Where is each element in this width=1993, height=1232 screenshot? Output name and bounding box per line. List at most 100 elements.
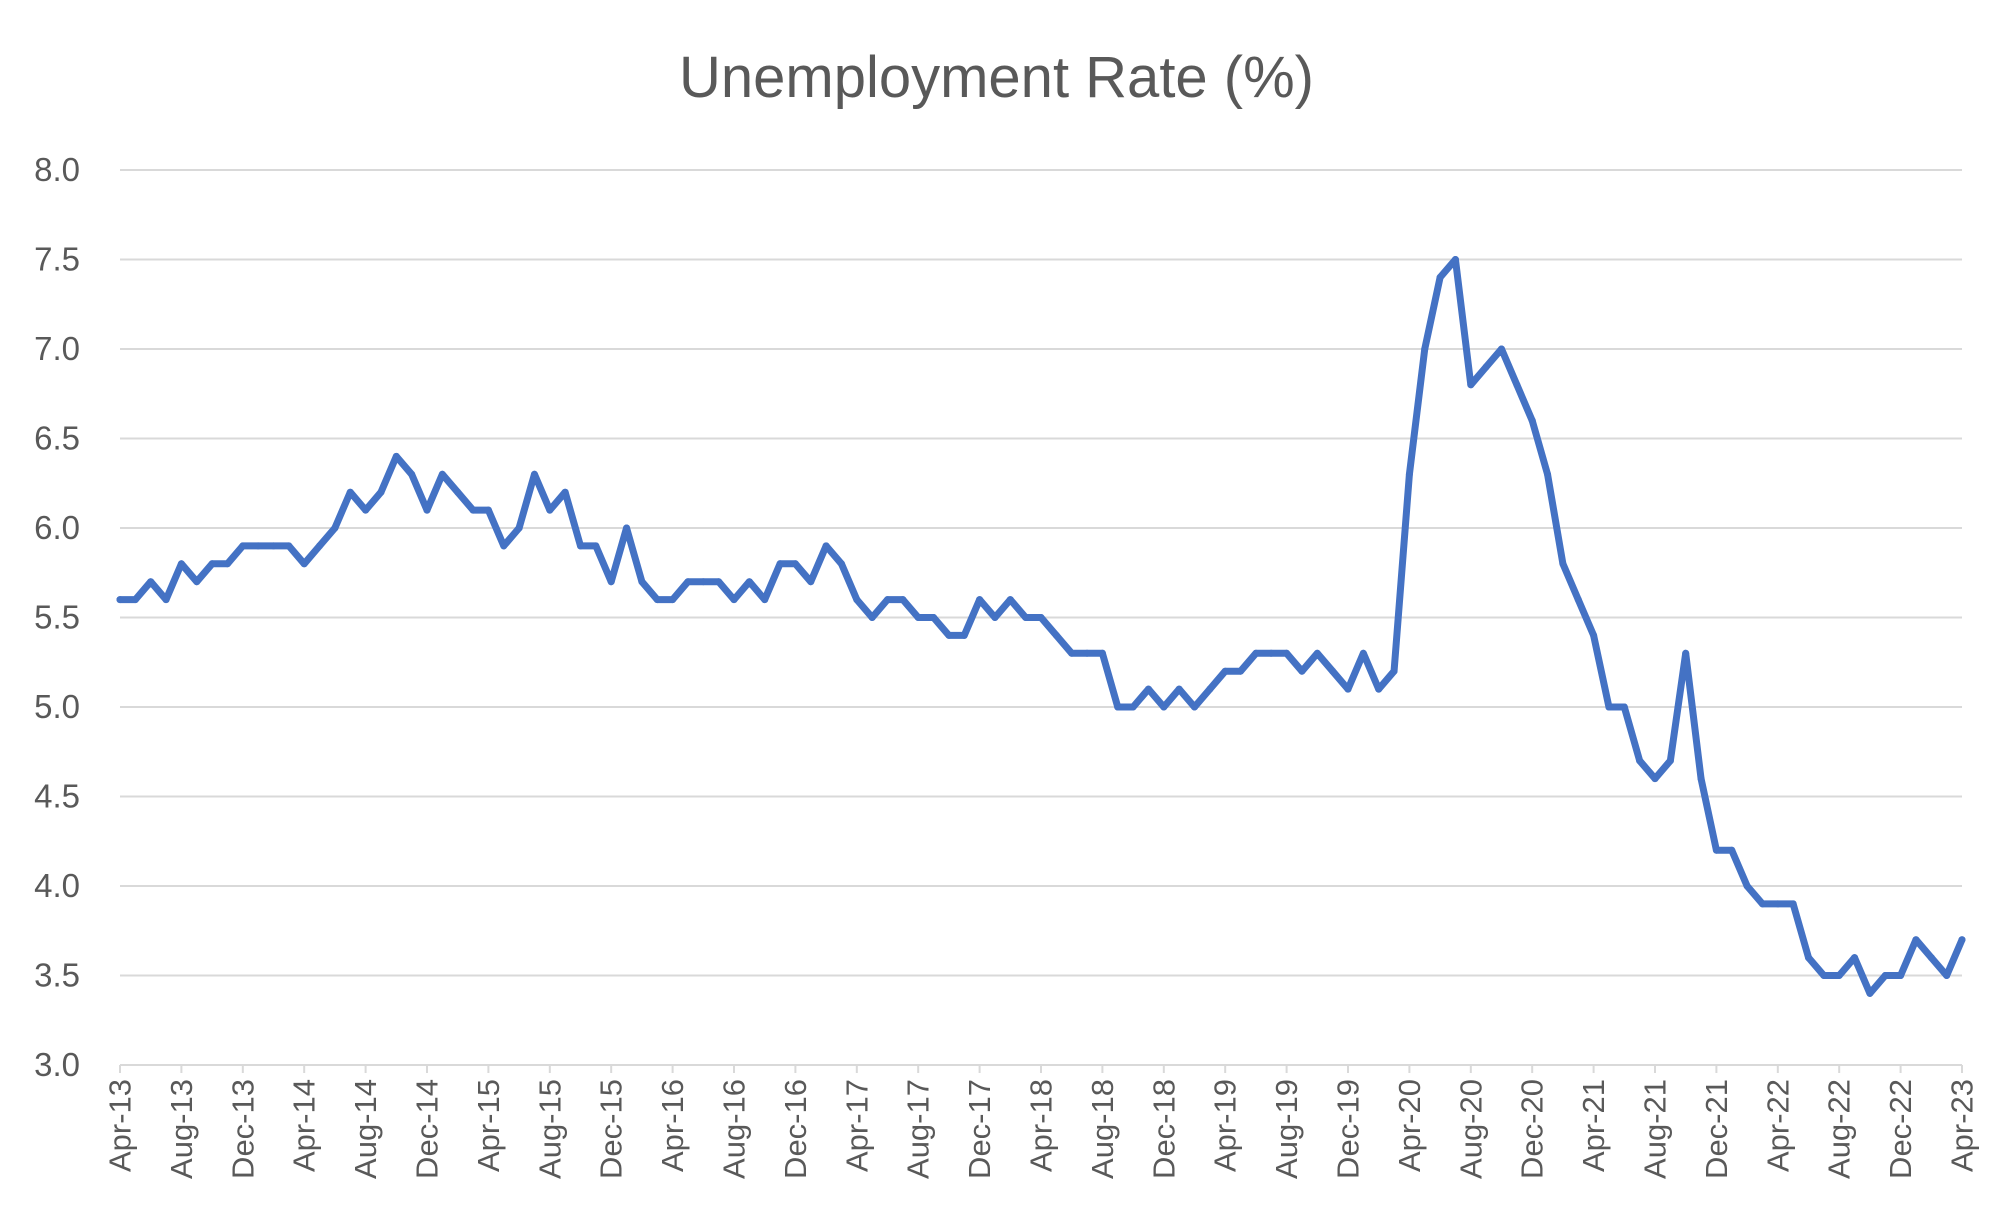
data-point xyxy=(715,578,723,586)
x-tick-label: Dec-15 xyxy=(594,1079,629,1179)
data-point xyxy=(1912,936,1920,944)
data-point xyxy=(1712,846,1720,854)
data-point xyxy=(1498,345,1505,353)
data-point xyxy=(346,488,354,496)
data-point xyxy=(1298,667,1306,675)
data-point xyxy=(1743,882,1751,890)
data-point xyxy=(1037,614,1045,621)
data-point xyxy=(300,560,308,568)
data-point xyxy=(1820,972,1828,979)
data-point xyxy=(745,578,753,586)
x-tick-label: Aug-17 xyxy=(901,1079,936,1179)
data-point xyxy=(1129,703,1137,711)
data-point xyxy=(991,614,999,621)
data-point xyxy=(285,542,293,550)
data-point xyxy=(1237,667,1245,675)
data-point xyxy=(1006,596,1014,604)
data-point xyxy=(1574,596,1582,604)
data-point xyxy=(1682,649,1690,657)
data-point xyxy=(362,506,370,514)
data-point xyxy=(837,560,845,568)
x-tick-label: Dec-19 xyxy=(1331,1079,1366,1179)
x-tick-label: Apr-20 xyxy=(1392,1079,1427,1172)
data-point xyxy=(561,488,569,496)
x-tick-label: Apr-21 xyxy=(1576,1079,1611,1172)
data-point xyxy=(469,506,477,514)
data-point xyxy=(1881,972,1889,979)
data-point xyxy=(776,560,784,568)
data-point xyxy=(1866,989,1874,997)
data-point xyxy=(147,578,155,586)
data-point xyxy=(930,614,938,621)
data-point xyxy=(1191,703,1198,711)
data-point xyxy=(1098,649,1106,657)
data-point xyxy=(638,578,646,586)
x-tick-label: Apr-23 xyxy=(1945,1079,1980,1172)
data-point xyxy=(162,596,170,604)
y-tick-label: 3.0 xyxy=(34,1046,80,1083)
data-point xyxy=(1206,685,1214,693)
data-point xyxy=(1421,345,1429,353)
data-point xyxy=(684,578,692,586)
data-point xyxy=(423,506,431,514)
x-tick-label: Aug-16 xyxy=(717,1079,752,1179)
data-point xyxy=(530,470,538,478)
x-tick-label: Dec-14 xyxy=(410,1079,445,1179)
data-point xyxy=(1513,381,1521,389)
x-tick-label: Aug-20 xyxy=(1453,1079,1488,1179)
data-point xyxy=(1774,900,1782,908)
data-point xyxy=(500,542,508,550)
data-point xyxy=(1651,775,1659,783)
series-line xyxy=(116,256,1966,997)
data-point xyxy=(1252,649,1260,657)
data-point xyxy=(1605,703,1613,711)
data-point xyxy=(853,596,861,604)
x-axis xyxy=(119,1064,1963,1073)
data-point xyxy=(316,542,324,550)
y-tick-label: 7.5 xyxy=(34,241,80,278)
data-point xyxy=(653,596,661,604)
data-point xyxy=(807,578,815,586)
data-point xyxy=(454,488,462,496)
data-point xyxy=(669,596,677,604)
x-tick-label: Dec-16 xyxy=(778,1079,813,1179)
data-point xyxy=(1313,649,1321,657)
data-point xyxy=(515,524,523,532)
y-tick-label: 6.0 xyxy=(34,509,80,546)
data-point xyxy=(1052,631,1060,639)
data-point xyxy=(1267,649,1275,657)
data-point xyxy=(1835,972,1843,979)
x-tick-label: Aug-19 xyxy=(1269,1079,1304,1179)
data-point xyxy=(239,542,247,550)
x-tick-label: Aug-21 xyxy=(1638,1079,1673,1179)
x-axis-tick-labels: Apr-13 Aug-13 Dec-13 Apr-14 Aug-14 Dec-14 Apr-… xyxy=(103,1079,1980,1179)
x-tick-label: Dec-17 xyxy=(962,1079,997,1179)
series-layer xyxy=(116,256,1966,997)
x-tick-label: Apr-19 xyxy=(1208,1079,1243,1172)
x-tick-label: Aug-18 xyxy=(1085,1079,1120,1179)
y-tick-label: 4.0 xyxy=(34,867,80,904)
data-point xyxy=(377,488,385,496)
data-point xyxy=(331,524,339,532)
y-tick-label: 5.0 xyxy=(34,688,80,725)
data-point xyxy=(577,542,584,550)
data-point xyxy=(1221,667,1229,675)
data-point xyxy=(945,631,953,639)
data-point xyxy=(1482,363,1490,371)
x-tick-label: Dec-13 xyxy=(225,1079,260,1179)
x-tick-label: Apr-22 xyxy=(1760,1079,1795,1172)
data-point xyxy=(607,578,615,586)
data-point xyxy=(1390,667,1398,675)
data-point xyxy=(1897,972,1905,979)
data-point xyxy=(1375,685,1383,693)
data-point xyxy=(822,542,830,550)
data-point xyxy=(868,614,876,621)
data-point xyxy=(1544,470,1552,478)
data-point xyxy=(1451,256,1459,263)
data-point xyxy=(1160,703,1168,711)
x-tick-label: Aug-15 xyxy=(532,1079,567,1179)
x-tick-label: Dec-20 xyxy=(1515,1079,1550,1179)
data-point xyxy=(1359,649,1367,657)
data-point xyxy=(1467,381,1475,389)
